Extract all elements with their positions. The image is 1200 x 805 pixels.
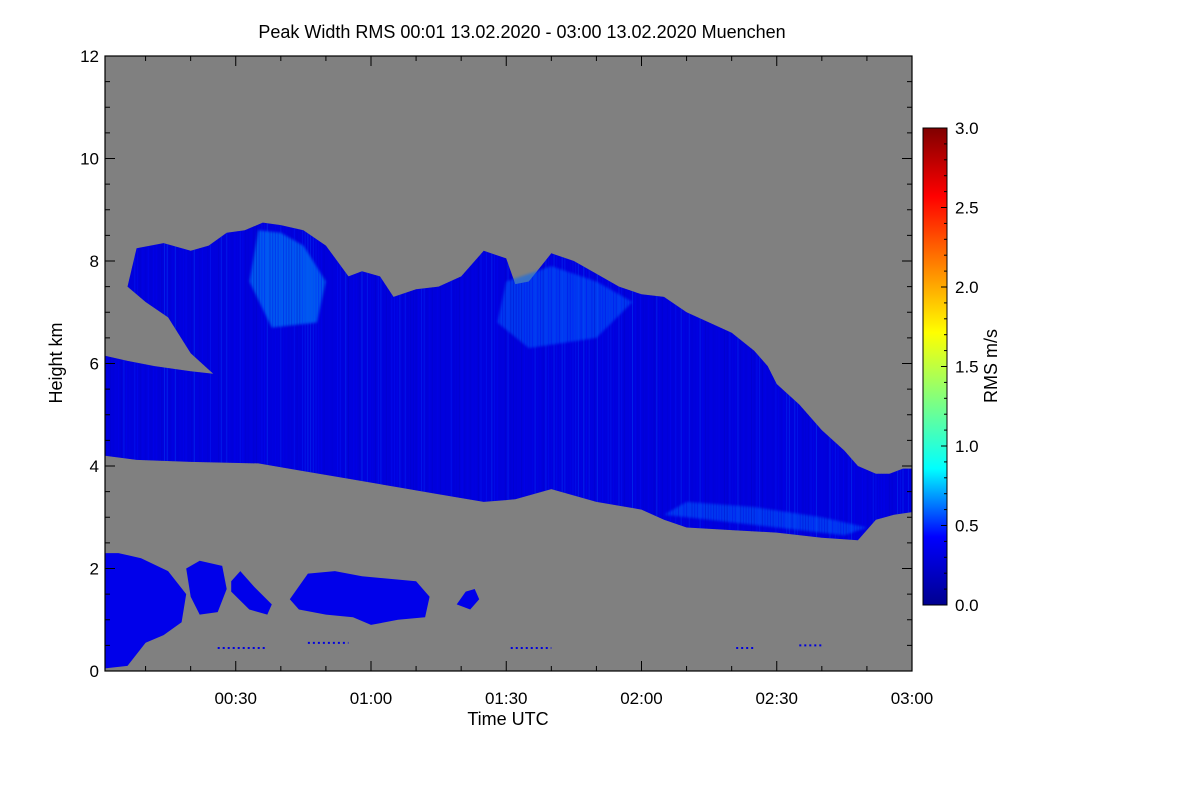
x-tick-label: 03:00 <box>891 689 934 708</box>
y-tick-label: 12 <box>80 47 99 66</box>
y-tick-label: 4 <box>90 457 99 476</box>
colorbar-tick-label: 2.5 <box>955 199 979 218</box>
cloud-region-low-cloud-small-2 <box>231 571 272 615</box>
turbulence-region-upper-left-turbulence <box>249 230 326 328</box>
cloud-region-low-cloud-speck <box>456 589 480 610</box>
cloud-region-low-cloud-small-1 <box>186 560 227 615</box>
y-axis-label: Height km <box>46 322 66 403</box>
colorbar-tick-label: 1.0 <box>955 437 979 456</box>
x-axis: 00:30 01:00 01:30 02:00 02:30 03:00 <box>145 56 934 708</box>
colorbar-tick-label: 3.0 <box>955 119 979 138</box>
colorbar-axis: 0.0 0.5 1.0 1.5 2.0 2.5 3.0 <box>941 119 979 615</box>
x-tick-label: 02:30 <box>755 689 798 708</box>
turbulence-region-upper-middle-turbulence <box>497 266 633 349</box>
y-axis: 0 2 4 6 8 10 12 <box>80 47 912 681</box>
chart-title: Peak Width RMS 00:01 13.02.2020 - 03:00 … <box>258 22 785 42</box>
x-tick-label: 02:00 <box>620 689 663 708</box>
x-axis-label: Time UTC <box>467 709 548 729</box>
x-tick-label: 00:30 <box>214 689 257 708</box>
cloud-region-low-cloud-center <box>289 571 430 625</box>
y-tick-label: 2 <box>90 560 99 579</box>
x-tick-label: 01:30 <box>485 689 528 708</box>
y-tick-label: 6 <box>90 355 99 374</box>
y-tick-label: 8 <box>90 252 99 271</box>
cloud-region-low-cloud-left <box>105 553 187 669</box>
colorbar-tick-label: 0.0 <box>955 596 979 615</box>
colorbar-tick-label: 2.0 <box>955 278 979 297</box>
turbulence-region-base-turbulence <box>664 501 867 536</box>
colorbar-tick-label: 1.5 <box>955 358 979 377</box>
y-tick-label: 0 <box>90 662 99 681</box>
x-tick-label: 01:00 <box>350 689 393 708</box>
colorbar-tick-label: 0.5 <box>955 517 979 536</box>
y-tick-label: 10 <box>80 150 99 169</box>
colorbar-label: RMS m/s <box>981 329 1001 403</box>
